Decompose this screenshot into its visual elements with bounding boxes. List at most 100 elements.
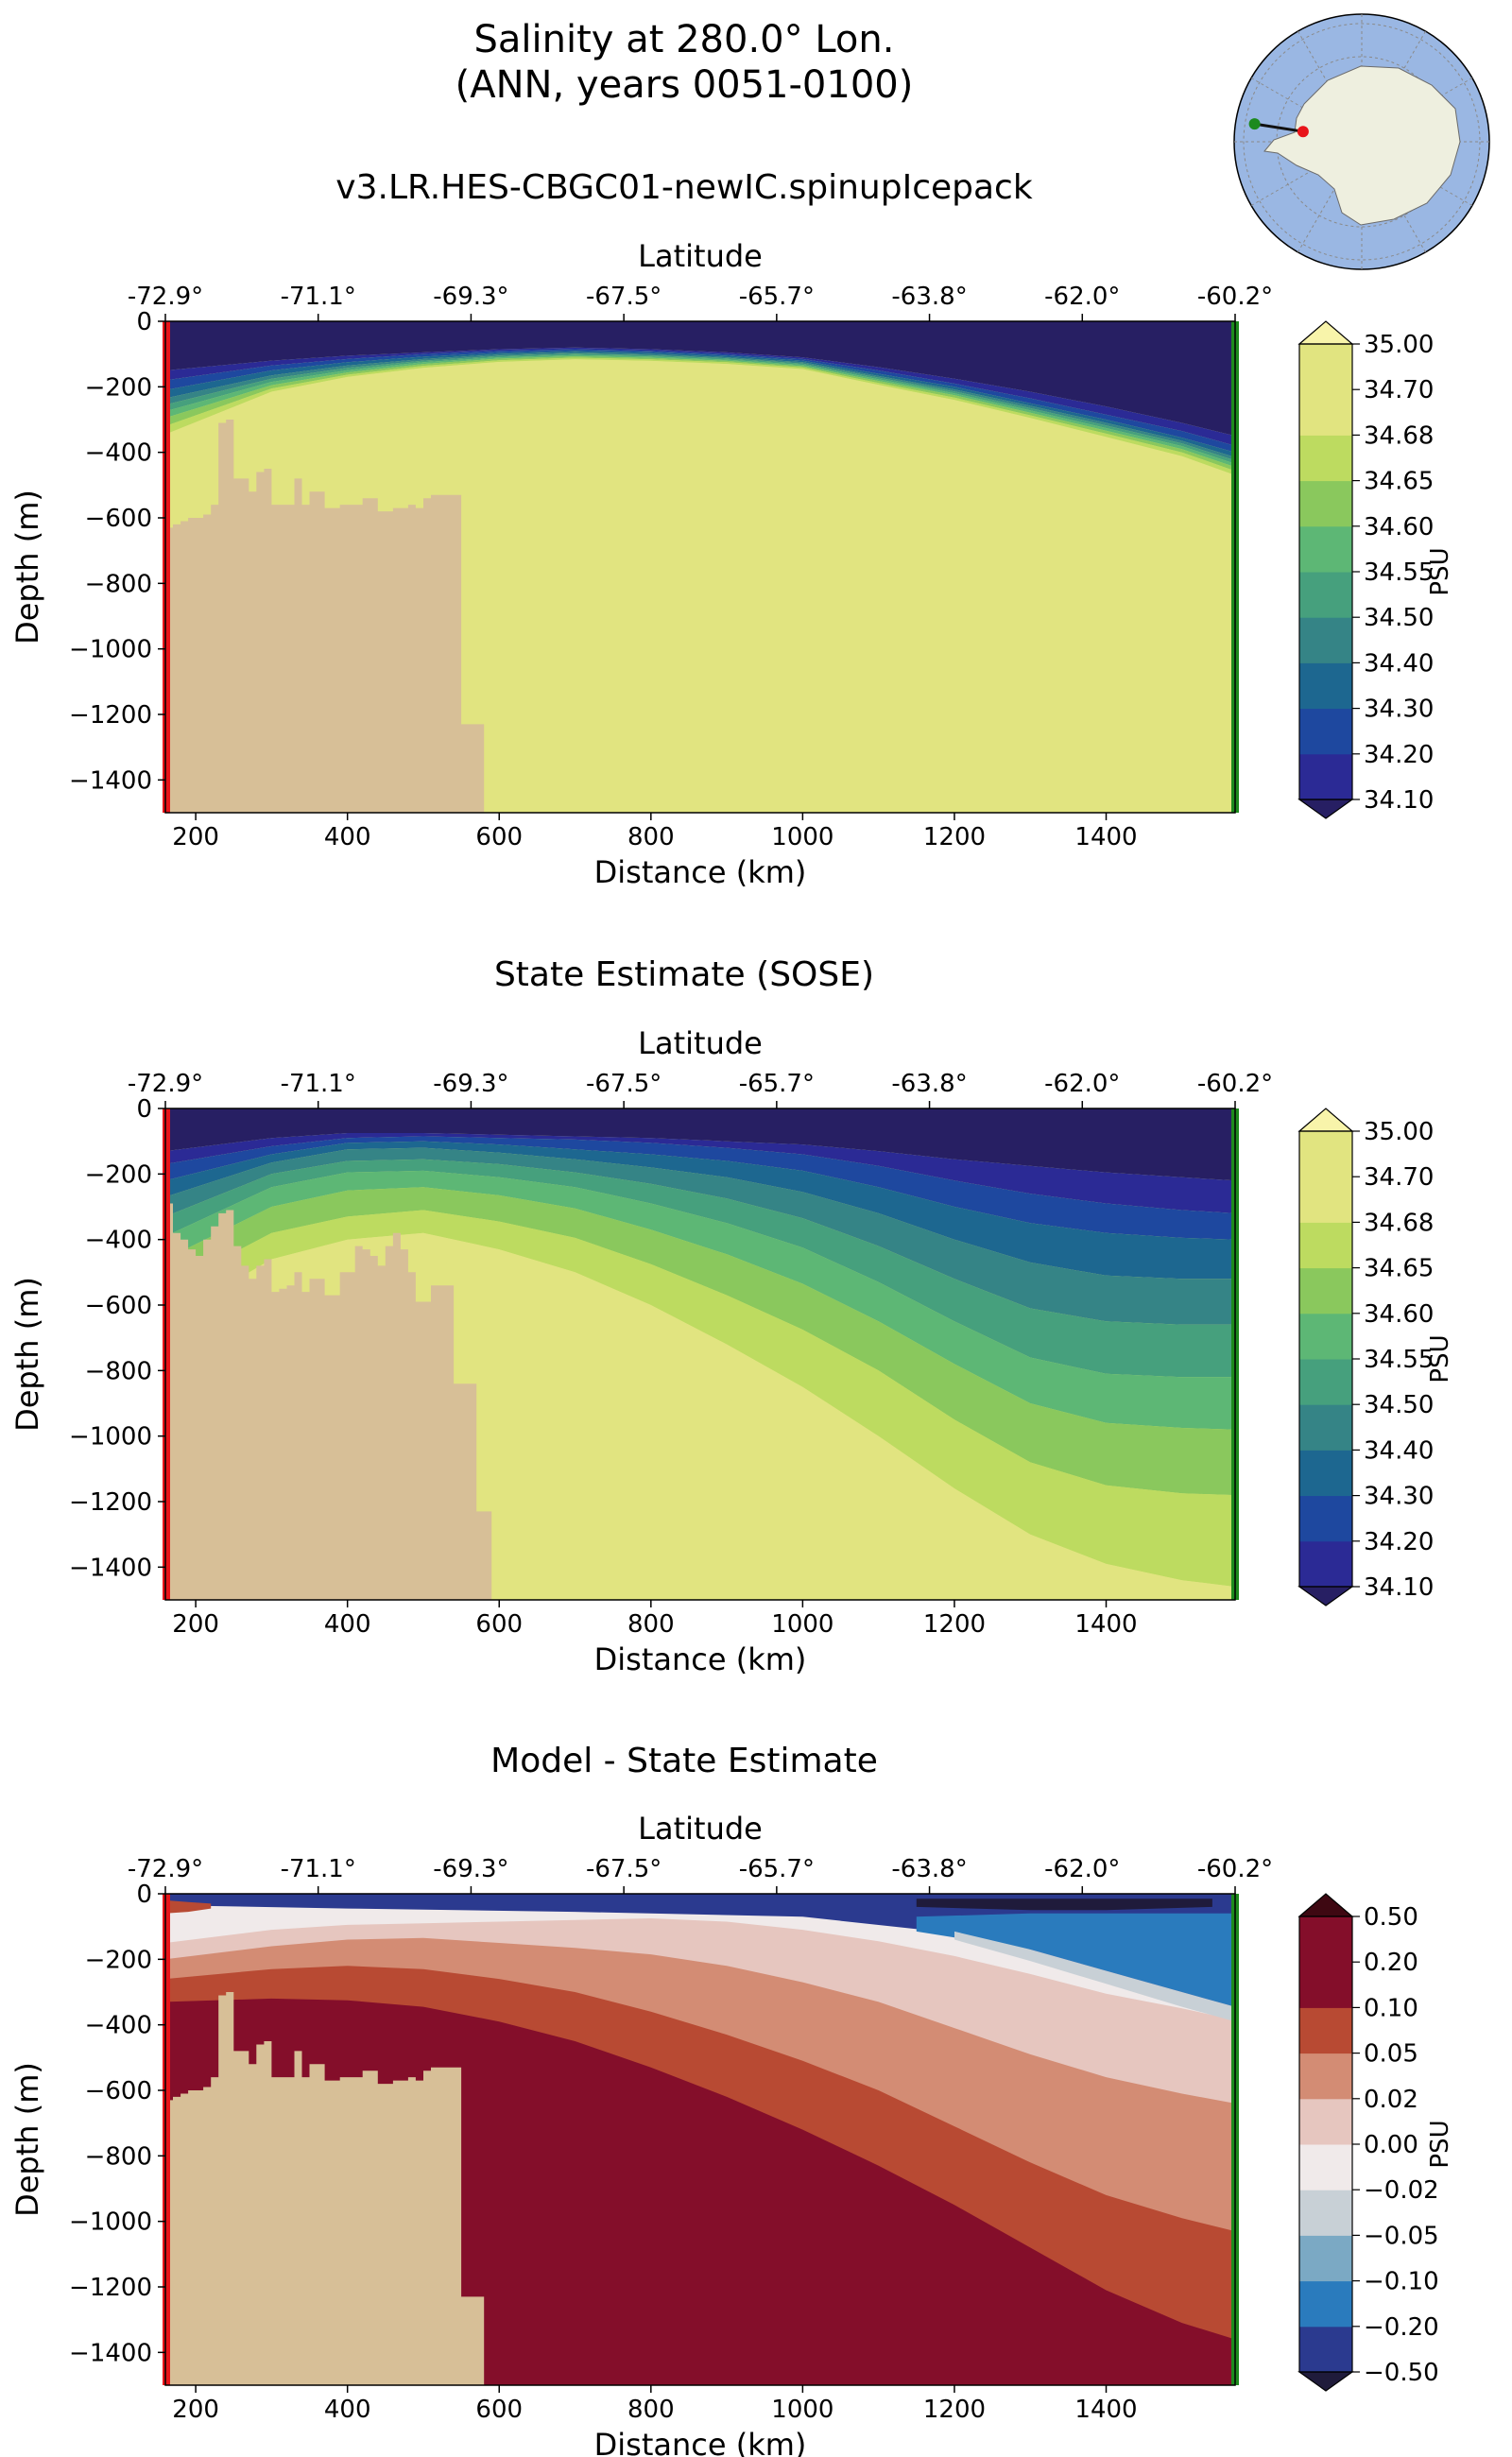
colorbar-band <box>1299 617 1352 663</box>
colorbar-tick-label: 0.05 <box>1364 2040 1418 2069</box>
top-tick-label: -62.0° <box>1044 1855 1120 1883</box>
contour-band <box>165 1136 1235 1240</box>
panel-title: Model - State Estimate <box>490 1742 878 1780</box>
y-tick-label: −200 <box>85 1946 152 1974</box>
colorbar-tick-label: 35.00 <box>1364 331 1434 359</box>
colorbar-band <box>1299 389 1352 436</box>
colorbar-label: PSU <box>1426 1334 1454 1383</box>
x-tick-label: 200 <box>172 1610 219 1639</box>
colorbar-band <box>1299 2190 1352 2236</box>
colorbar-band <box>1299 1404 1352 1451</box>
chart-panel-3: Model - State Estimate 200 400 600 800 1000 12… <box>9 1742 1454 2457</box>
inset-map <box>1233 13 1490 270</box>
plot-area <box>165 1894 1235 2385</box>
colorbar-tick-label: 34.10 <box>1364 1573 1434 1602</box>
colorbar-band <box>1299 1313 1352 1360</box>
colorbar-tick-label: 34.55 <box>1364 558 1434 587</box>
panel-title: v3.LR.HES-CBGC01-newIC.spinupIcepack <box>335 168 1033 207</box>
top-tick-label: -71.1° <box>281 1855 356 1883</box>
colorbar-band <box>1299 1131 1352 1177</box>
bathymetry-land <box>165 420 500 813</box>
y-tick-label: −400 <box>85 439 152 468</box>
y-tick-label: −1400 <box>69 766 152 795</box>
colorbar-tick-label: 34.70 <box>1364 376 1434 404</box>
y-tick-label: −1200 <box>69 1488 152 1517</box>
x-axis-label: Distance (km) <box>594 854 807 890</box>
colorbar-tick-label: −0.02 <box>1364 2176 1439 2205</box>
y-tick-label: 0 <box>136 1881 152 1909</box>
colorbar-tick-label: 0.50 <box>1364 1903 1418 1932</box>
meridian-line <box>1297 141 1363 253</box>
top-tick-label: -69.3° <box>433 1070 508 1098</box>
contour-band <box>165 1141 1235 1280</box>
colorbar-band <box>1299 2326 1352 2373</box>
colorbar-tick-label: 34.20 <box>1364 1528 1434 1556</box>
colorbar-band <box>1299 2007 1352 2054</box>
colorbar-tick-label: 34.55 <box>1364 1346 1434 1374</box>
colorbar-band <box>1299 1359 1352 1405</box>
top-tick-label: -71.1° <box>281 283 356 311</box>
x-tick-label: 800 <box>627 823 675 851</box>
x-tick-label: 1000 <box>771 2396 833 2424</box>
y-tick-label: −800 <box>85 570 152 598</box>
top-tick-label: -69.3° <box>433 283 508 311</box>
colorbar-tick-label: 0.00 <box>1364 2131 1418 2159</box>
contour-band <box>165 1232 1235 1600</box>
x-tick-label: 400 <box>324 823 371 851</box>
colorbar-band <box>1299 1962 1352 2008</box>
x-axis-label: Distance (km) <box>594 2427 807 2457</box>
title-line-2: (ANN, years 0051-0100) <box>455 63 914 107</box>
x-tick-label: 1200 <box>923 1610 986 1639</box>
contour-band <box>165 1159 1235 1378</box>
x-axis-label: Distance (km) <box>594 1641 807 1677</box>
colorbar-label: PSU <box>1426 2120 1454 2168</box>
colorbar-band <box>1299 435 1352 482</box>
colorbar-band <box>1299 2280 1352 2328</box>
contour-band <box>165 1210 1235 1588</box>
top-tick-label: -71.1° <box>281 1070 356 1098</box>
bathymetry-land <box>165 1203 500 1600</box>
colorbar-label: PSU <box>1426 547 1454 595</box>
transect-line <box>1254 122 1304 133</box>
colorbar-band <box>1299 2144 1352 2191</box>
colorbar-band <box>1299 572 1352 618</box>
y-tick-label: −400 <box>85 2012 152 2040</box>
y-tick-label: −800 <box>85 2142 152 2171</box>
top-tick-label: -67.5° <box>586 283 662 311</box>
colorbar-tick-label: 34.60 <box>1364 513 1434 541</box>
colorbar-extend-max <box>1297 320 1354 345</box>
y-tick-label: −800 <box>85 1357 152 1385</box>
x-tick-label: 1400 <box>1074 2396 1137 2424</box>
contour-band <box>165 349 1235 453</box>
plot-frame <box>164 320 1236 814</box>
transect-start-marker <box>163 321 170 813</box>
top-axis-label: Latitude <box>638 1811 763 1847</box>
top-tick-label: -63.8° <box>891 1855 967 1883</box>
colorbar-tick-label: 34.65 <box>1364 468 1434 496</box>
panel-title: State Estimate (SOSE) <box>494 955 874 994</box>
colorbar-tick-label: 34.65 <box>1364 1255 1434 1283</box>
contour-band-negative <box>954 1931 1235 2022</box>
colorbar-tick-label: 34.40 <box>1364 649 1434 678</box>
x-tick-label: 800 <box>627 2396 675 2424</box>
y-tick-label: −600 <box>85 1292 152 1320</box>
colorbar-band <box>1299 480 1352 527</box>
top-tick-label: -60.2° <box>1197 1070 1273 1098</box>
colorbar-tick-label: 34.30 <box>1364 1483 1434 1511</box>
colorbar: −0.50 −0.20 −0.10 −0.05 −0.02 0.00 0.02 0.05 0.1… <box>1297 1893 1454 2392</box>
plot-area <box>165 321 1235 813</box>
top-tick-label: -62.0° <box>1044 1070 1120 1098</box>
colorbar-tick-label: −0.05 <box>1364 2222 1439 2250</box>
y-tick-label: −400 <box>85 1227 152 1255</box>
x-tick-label: 1400 <box>1074 823 1137 851</box>
colorbar-tick-label: −0.10 <box>1364 2268 1439 2296</box>
colorbar-tick-label: 34.50 <box>1364 604 1434 632</box>
y-tick-label: −600 <box>85 2077 152 2105</box>
y-axis-label: Depth (m) <box>9 2062 45 2217</box>
colorbar-tick-label: 34.20 <box>1364 741 1434 769</box>
colorbar-band <box>1299 2235 1352 2282</box>
colorbar-extend-min <box>1297 1586 1354 1606</box>
chart-panel-1: v3.LR.HES-CBGC01-newIC.spinupIcepack 200 4… <box>9 168 1454 890</box>
x-tick-label: 200 <box>172 2396 219 2424</box>
